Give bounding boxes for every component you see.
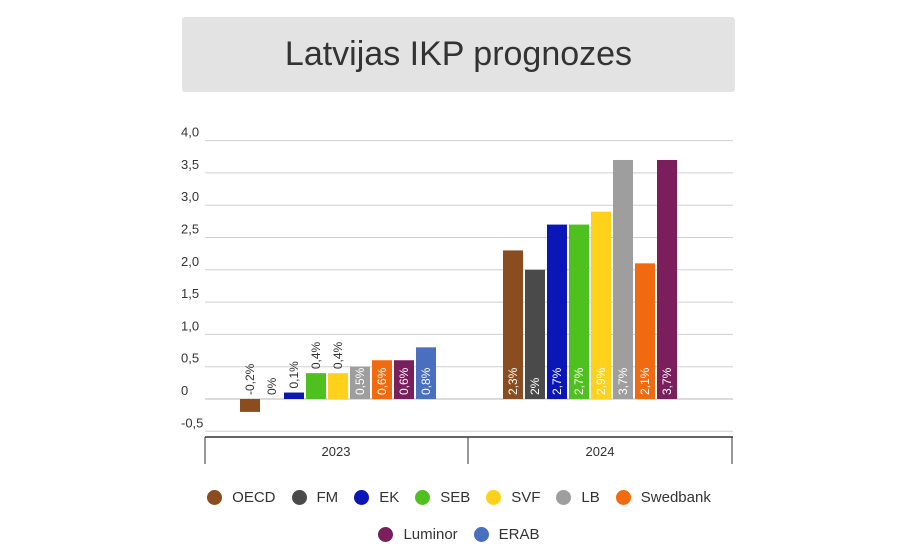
data-label: 2,9% xyxy=(594,367,608,395)
y-tick-label: 1,5 xyxy=(181,286,199,301)
legend-swatch xyxy=(556,490,572,505)
legend-item-ek[interactable]: EK xyxy=(354,489,399,506)
bar-luminor xyxy=(394,360,414,399)
bar-seb xyxy=(306,373,326,399)
data-label: 2% xyxy=(528,377,542,395)
y-tick-label: 3,0 xyxy=(181,189,199,204)
y-tick-label: 0 xyxy=(181,383,188,398)
bar-lb xyxy=(350,366,370,399)
y-tick-label: 0,5 xyxy=(181,351,199,366)
legend-label: EK xyxy=(379,489,400,506)
data-label: 0,4% xyxy=(309,341,323,369)
legend-label: Swedbank xyxy=(640,489,711,506)
data-label: 3,7% xyxy=(616,367,630,395)
y-tick-label: 3,5 xyxy=(181,157,199,172)
y-tick-label: 1,0 xyxy=(181,318,199,333)
data-label: 0,1% xyxy=(287,361,301,389)
legend-row-2: Luminor ERAB xyxy=(0,526,918,543)
legend-label: FM xyxy=(316,489,339,506)
x-category-label: 2024 xyxy=(586,444,615,459)
legend-item-erab[interactable]: ERAB xyxy=(473,526,540,543)
y-tick-label: 2,5 xyxy=(181,222,199,237)
legend-row-1: OECD FM EK SEB SVF LB Swedbank xyxy=(0,489,918,506)
legend-item-swedbank[interactable]: Swedbank xyxy=(615,489,711,506)
x-category-label: 2023 xyxy=(322,444,351,459)
legend-swatch xyxy=(291,490,307,505)
bar-oecd xyxy=(240,399,260,412)
data-label: -0,2% xyxy=(243,363,257,395)
bar-swedbank xyxy=(635,263,655,399)
bar-swedbank xyxy=(372,360,392,399)
legend-label: Luminor xyxy=(403,526,458,543)
legend-swatch xyxy=(207,490,223,505)
legend-swatch xyxy=(415,490,431,505)
legend-swatch xyxy=(378,527,394,542)
data-label: 0,5% xyxy=(353,367,367,395)
data-label: 2,7% xyxy=(550,367,564,395)
data-label: 0,6% xyxy=(397,367,411,395)
bar-svf xyxy=(591,211,611,399)
chart-title: Latvijas IKP prognozes xyxy=(284,35,633,73)
bar-luminor xyxy=(657,159,677,399)
legend-item-fm[interactable]: FM xyxy=(291,489,339,506)
legend-swatch xyxy=(615,490,631,505)
legend-item-lb[interactable]: LB xyxy=(556,489,600,506)
title-box: Latvijas IKP prognozes xyxy=(182,17,735,92)
legend-swatch xyxy=(354,490,370,505)
legend-label: SVF xyxy=(511,489,541,506)
bar-ek xyxy=(284,392,304,399)
legend-swatch xyxy=(486,490,502,505)
bar-svf xyxy=(328,373,348,399)
bar-lb xyxy=(613,159,633,399)
legend-label: LB xyxy=(581,489,600,506)
legend-label: OECD xyxy=(232,489,276,506)
data-label: 0,4% xyxy=(331,341,345,369)
data-label: 2,3% xyxy=(506,367,520,395)
data-label: 2,1% xyxy=(638,367,652,395)
y-tick-label: 2,0 xyxy=(181,254,199,269)
legend-item-svf[interactable]: SVF xyxy=(486,489,540,506)
legend-item-seb[interactable]: SEB xyxy=(415,489,470,506)
data-label: 0,6% xyxy=(375,367,389,395)
bar-seb xyxy=(569,224,589,399)
data-label: 2,7% xyxy=(572,367,586,395)
legend-item-luminor[interactable]: Luminor xyxy=(378,526,458,543)
bar-oecd xyxy=(503,250,523,399)
data-label: 0,8% xyxy=(419,367,433,395)
bar-fm xyxy=(525,269,545,399)
y-tick-label: -0,5 xyxy=(181,415,203,430)
bar-erab xyxy=(416,347,436,399)
legend-label: SEB xyxy=(440,489,471,506)
legend-label: ERAB xyxy=(498,526,540,543)
legend-item-oecd[interactable]: OECD xyxy=(207,489,276,506)
legend-swatch xyxy=(473,527,489,542)
data-label: 0% xyxy=(265,377,279,395)
data-label: 3,7% xyxy=(660,367,674,395)
bar-ek xyxy=(547,224,567,399)
y-tick-label: 4,0 xyxy=(181,125,199,140)
